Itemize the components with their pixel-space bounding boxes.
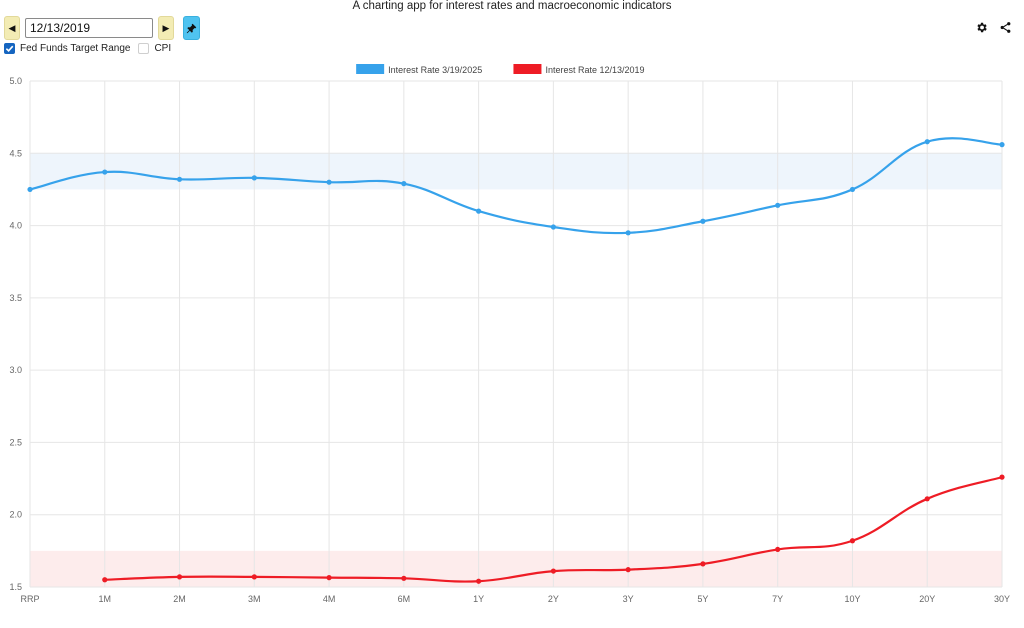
data-point xyxy=(102,577,108,583)
top-right-actions xyxy=(974,20,1012,34)
date-toolbar: ◀ ▶ xyxy=(4,16,200,40)
x-tick-label: 6M xyxy=(398,594,411,604)
data-point xyxy=(251,175,257,181)
share-button[interactable] xyxy=(998,20,1012,34)
fed-funds-toggle[interactable]: Fed Funds Target Range xyxy=(4,42,131,54)
data-point xyxy=(924,139,930,145)
data-point xyxy=(326,179,332,185)
legend-label: Interest Rate 12/13/2019 xyxy=(545,65,644,75)
triangle-left-icon: ◀ xyxy=(8,22,16,33)
data-point xyxy=(401,575,407,581)
data-point xyxy=(849,538,856,544)
legend-swatch xyxy=(513,64,542,74)
gear-icon xyxy=(976,22,987,32)
y-tick-label: 1.5 xyxy=(9,582,22,592)
data-point xyxy=(27,186,33,193)
x-tick-label: 2M xyxy=(173,594,186,604)
y-tick-label: 4.5 xyxy=(9,148,22,158)
x-tick-label: RRP xyxy=(20,594,39,604)
y-tick-label: 3.5 xyxy=(9,293,22,303)
data-point xyxy=(102,169,108,175)
y-tick-label: 3.0 xyxy=(9,365,22,375)
pin-icon xyxy=(186,23,197,33)
data-point xyxy=(176,176,183,182)
data-point xyxy=(476,578,482,584)
x-tick-label: 3M xyxy=(248,594,261,604)
x-tick-label: 20Y xyxy=(919,594,935,604)
fed-funds-checkbox[interactable] xyxy=(4,42,15,54)
chart-legend: Interest Rate 3/19/2025 Interest Rate 12/… xyxy=(356,64,645,75)
app-title: A charting app for interest rates and ma… xyxy=(352,0,672,12)
data-point xyxy=(625,230,631,236)
x-tick-label: 2Y xyxy=(548,594,559,604)
x-tick-label: 5Y xyxy=(697,594,708,604)
data-point xyxy=(401,181,407,187)
overlay-options: Fed Funds Target Range CPI xyxy=(4,41,179,55)
cpi-label: CPI xyxy=(154,42,172,54)
settings-button[interactable] xyxy=(974,20,988,34)
data-point xyxy=(999,142,1005,148)
y-tick-label: 2.5 xyxy=(9,437,22,447)
target-range-band xyxy=(30,550,1002,587)
data-point xyxy=(849,186,856,193)
check-icon xyxy=(5,45,14,52)
data-point xyxy=(775,202,781,208)
date-input[interactable] xyxy=(25,18,153,38)
x-tick-label: 3Y xyxy=(623,594,634,604)
cpi-checkbox[interactable] xyxy=(138,42,150,54)
legend-label: Interest Rate 3/19/2025 xyxy=(388,65,482,75)
cpi-toggle[interactable]: CPI xyxy=(138,42,172,54)
y-tick-label: 2.0 xyxy=(9,510,22,520)
x-tick-label: 1Y xyxy=(473,594,484,604)
data-point xyxy=(550,568,556,574)
data-point xyxy=(326,575,332,581)
y-tick-label: 4.0 xyxy=(9,221,22,231)
triangle-right-icon: ▶ xyxy=(162,22,170,33)
y-tick-label: 5.0 xyxy=(9,76,22,86)
x-tick-label: 30Y xyxy=(994,594,1010,604)
x-tick-label: 1M xyxy=(99,594,112,604)
x-tick-label: 10Y xyxy=(844,594,860,604)
data-point xyxy=(700,561,706,567)
target-range-band xyxy=(30,153,1002,190)
data-point xyxy=(775,546,781,553)
next-date-button[interactable]: ▶ xyxy=(158,16,174,40)
prev-date-button[interactable]: ◀ xyxy=(4,16,20,40)
data-point xyxy=(550,224,556,230)
legend-swatch xyxy=(356,64,385,74)
share-icon xyxy=(1000,21,1010,33)
data-point xyxy=(924,496,930,502)
data-point xyxy=(251,574,257,580)
data-point xyxy=(476,208,482,214)
x-tick-label: 4M xyxy=(323,594,336,604)
data-point xyxy=(999,474,1005,480)
pin-button[interactable] xyxy=(183,16,200,40)
x-tick-label: 7Y xyxy=(772,594,783,604)
data-point xyxy=(700,218,706,224)
data-point xyxy=(625,567,631,573)
fed-funds-label: Fed Funds Target Range xyxy=(20,42,131,54)
data-point xyxy=(176,574,183,580)
